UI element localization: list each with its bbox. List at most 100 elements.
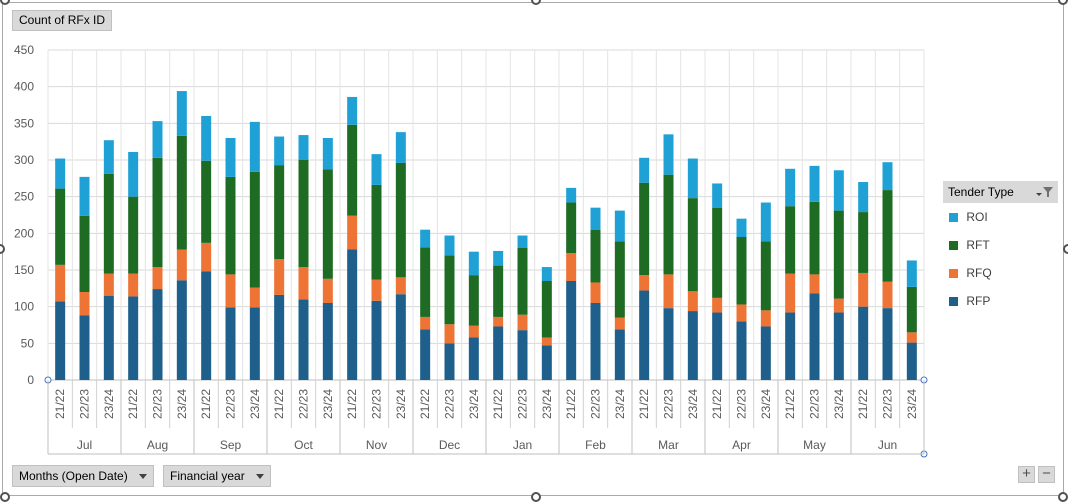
bar-rft [566, 202, 577, 254]
legend-label-rfp: RFP [966, 294, 991, 308]
x-group-label-month: Mar [658, 438, 679, 452]
legend-item-rfq[interactable]: RFQ [949, 266, 992, 280]
legend-item-rfp[interactable]: RFP [949, 294, 990, 308]
resize-handle-middle-right[interactable] [1063, 244, 1068, 254]
x-tick-label-year: 23/24 [102, 389, 116, 419]
x-group-label-month: Dec [439, 438, 460, 452]
bar-rfp [55, 301, 66, 380]
bar-rft [201, 160, 212, 243]
bar-rft [420, 247, 431, 317]
bar-roi [152, 121, 163, 158]
y-tick-label: 300 [14, 153, 34, 167]
bar-roi [176, 91, 187, 136]
legend-item-rft[interactable]: RFT [949, 238, 990, 252]
bar-rfq [614, 317, 625, 330]
bar-rfq [906, 332, 917, 343]
bar-rft [736, 237, 747, 305]
x-tick-label-year: 23/24 [540, 389, 554, 419]
financial-year-filter-button[interactable]: Financial year [163, 465, 272, 487]
value-field-button[interactable]: Count of RFx ID [12, 10, 113, 31]
bar-rft [712, 207, 723, 298]
bar-rft [541, 281, 552, 338]
bar-rft [517, 248, 528, 315]
x-tick-label-year: 21/22 [272, 389, 286, 419]
bar-rfq [468, 325, 479, 338]
legend-title-button[interactable]: Tender Type [943, 181, 1058, 203]
resize-handle-top-center[interactable] [531, 0, 541, 5]
bar-rfp [103, 295, 114, 380]
y-tick-label: 250 [14, 190, 34, 204]
bar-rfq [663, 274, 674, 309]
bar-rft [493, 265, 504, 317]
bar-rft [444, 255, 455, 325]
chevron-down-icon [139, 474, 148, 480]
bar-rfq [566, 253, 577, 281]
y-tick-label: 0 [27, 373, 34, 387]
months-filter-button[interactable]: Months (Open Date) [12, 465, 155, 487]
x-group-label-month: Apr [732, 438, 751, 452]
bar-rfp [541, 345, 552, 380]
legend-item-roi[interactable]: ROI [949, 210, 988, 224]
bar-rfp [493, 326, 504, 380]
bar-roi [395, 132, 406, 163]
bar-rfq [736, 304, 747, 322]
bar-rft [322, 169, 333, 279]
bar-roi [201, 116, 212, 161]
bar-roi [420, 229, 431, 248]
bar-rft [371, 184, 382, 280]
x-tick-label-year: 21/22 [491, 389, 505, 419]
bar-rfq [395, 277, 406, 295]
bar-roi [882, 162, 893, 191]
bar-roi [541, 267, 552, 281]
bar-rfq [858, 272, 869, 307]
legend-label-rft: RFT [966, 238, 990, 252]
bar-rft [55, 188, 66, 265]
bar-rfp [566, 281, 577, 380]
x-tick-label-year: 22/23 [443, 389, 457, 419]
x-group-label-month: Feb [585, 438, 606, 452]
bar-rft [760, 241, 771, 311]
bar-rft [590, 229, 601, 283]
legend-label-roi: ROI [966, 210, 988, 224]
resize-handle-middle-left[interactable] [0, 244, 5, 254]
bar-roi [128, 151, 139, 197]
bar-rft [785, 206, 796, 274]
y-tick-label: 450 [14, 43, 34, 57]
x-group-label-month: Aug [147, 438, 168, 452]
bar-rfp [785, 312, 796, 380]
resize-handle-top-left[interactable] [0, 0, 10, 5]
legend-title-label: Tender Type [948, 185, 1014, 199]
bar-rfp [590, 303, 601, 380]
bar-rfq [225, 274, 236, 308]
resize-handle-top-right[interactable] [1058, 0, 1068, 5]
bar-rfq [128, 273, 139, 297]
bar-rfq [201, 242, 212, 272]
bar-rfq [371, 279, 382, 301]
bar-rfq [712, 297, 723, 313]
bar-rfp [371, 300, 382, 380]
bar-rfp [809, 293, 820, 380]
expand-button[interactable]: + [1018, 466, 1035, 483]
bar-rfq [760, 310, 771, 327]
bar-roi [566, 187, 577, 203]
y-tick-label: 50 [21, 336, 35, 350]
financial-year-filter-label: Financial year [170, 469, 245, 483]
collapse-button[interactable]: − [1038, 466, 1055, 483]
funnel-dropdown-icon[interactable] [1034, 184, 1054, 206]
bar-rfp [322, 303, 333, 380]
x-tick-label-year: 22/23 [78, 389, 92, 419]
bar-rfq [347, 215, 358, 250]
bar-rfp [225, 307, 236, 380]
x-tick-label-year: 23/24 [905, 389, 919, 419]
bar-rfp [395, 294, 406, 380]
bar-roi [858, 182, 869, 213]
bar-roi [517, 235, 528, 248]
bar-roi [322, 138, 333, 170]
bar-rfq [541, 337, 552, 346]
bar-rft [906, 286, 917, 333]
bar-rft [468, 275, 479, 326]
bar-roi [225, 138, 236, 177]
bar-rfp [298, 299, 309, 380]
x-tick-label-year: 21/22 [637, 389, 651, 419]
